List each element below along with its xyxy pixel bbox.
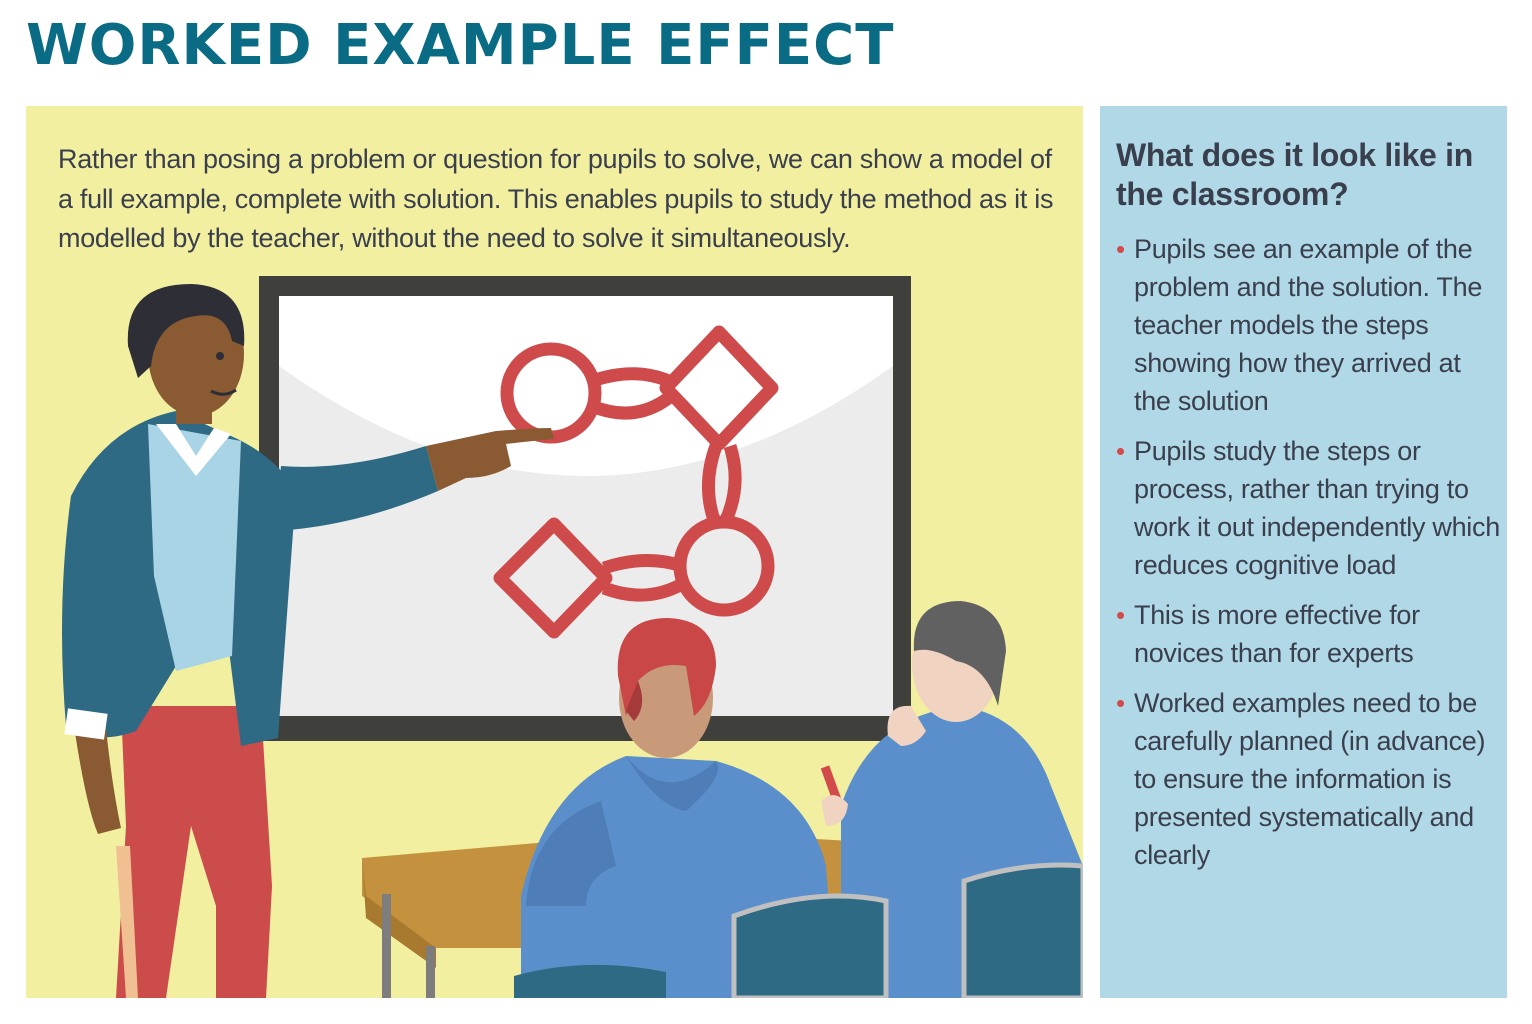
classroom-sidebar: What does it look like in the classroom?… [1100, 106, 1507, 998]
bullet-item: Worked examples need to be carefully pla… [1116, 684, 1501, 874]
bullet-item: Pupils study the steps or process, rathe… [1116, 432, 1501, 584]
sidebar-heading: What does it look like in the classroom? [1116, 137, 1473, 212]
intro-text: Rather than posing a problem or question… [58, 144, 1054, 253]
flowchart-diagram [493, 325, 779, 639]
page-title: WORKED EXAMPLE EFFECT [26, 13, 895, 78]
teacher-figure [62, 284, 554, 998]
chair [514, 862, 1083, 998]
bullet-item: Pupils see an example of the problem and… [1116, 230, 1501, 420]
bullet-item: This is more effective for novices than … [1116, 596, 1501, 672]
bullet-list: Pupils see an example of the problem and… [1116, 230, 1501, 886]
classroom-illustration [62, 276, 1083, 998]
illustration-panel: Rather than posing a problem or question… [26, 106, 1083, 998]
